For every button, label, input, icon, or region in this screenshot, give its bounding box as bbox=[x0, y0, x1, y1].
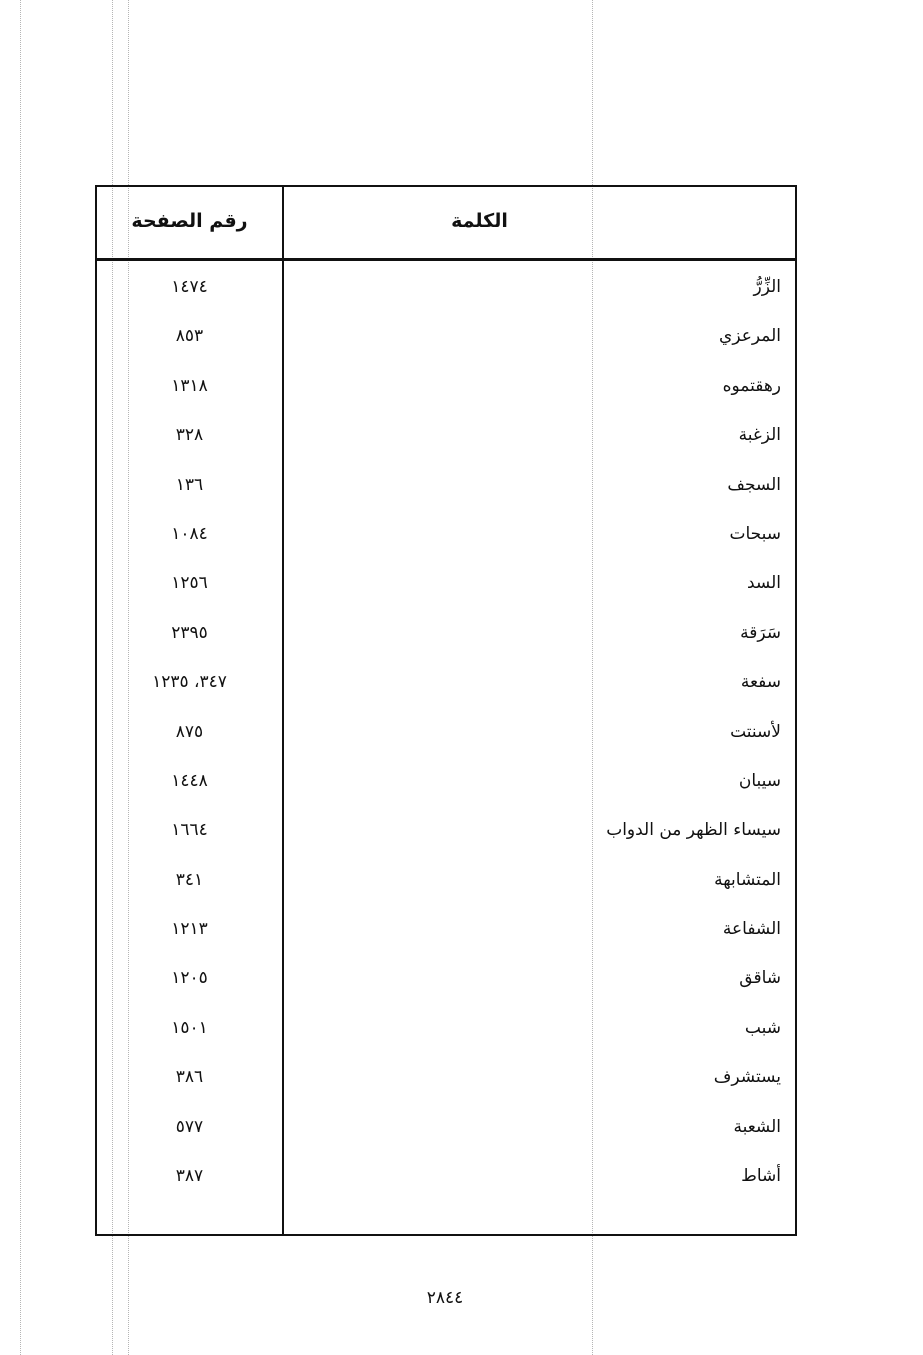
scan-artifact-line bbox=[20, 0, 21, 1355]
page-cell: ١٣١٨ bbox=[171, 375, 208, 396]
table-row: ٥٧٧ الشعبة bbox=[97, 1111, 795, 1160]
page-cell: ١٢٥٦ bbox=[171, 573, 208, 594]
page-cell: ٣٤٧، ١٢٣٥ bbox=[152, 672, 227, 693]
scan-artifact-line bbox=[112, 0, 113, 1355]
word-cell: المتشابهة bbox=[714, 869, 781, 890]
header-divider bbox=[97, 258, 795, 261]
word-cell: الشعبة bbox=[733, 1116, 781, 1137]
page-cell: ١٢١٣ bbox=[171, 919, 208, 940]
table-row: ٣٨٦ يستشرف bbox=[97, 1061, 795, 1110]
word-cell: سَرَقة bbox=[740, 622, 781, 643]
word-cell: سيبان bbox=[738, 770, 781, 791]
table-row: ١٢٠٥ شاقق bbox=[97, 962, 795, 1011]
page-cell: ١٢٠٥ bbox=[171, 968, 208, 989]
page-cell: ٨٧٥ bbox=[175, 721, 204, 742]
page-cell: ١٥٠١ bbox=[171, 1017, 208, 1038]
page-cell: ٢٣٩٥ bbox=[171, 622, 208, 643]
scan-artifact-line bbox=[592, 0, 593, 1355]
table-row: ١٣١٨ رهقتموه bbox=[97, 370, 795, 419]
table-row: ٣٤١ المتشابهة bbox=[97, 864, 795, 913]
table-row: ١٥٠١ شبب bbox=[97, 1012, 795, 1061]
word-cell: السجف bbox=[727, 474, 781, 495]
page-cell: ١٤٤٨ bbox=[171, 770, 208, 791]
table-row: ١٢١٣ الشفاعة bbox=[97, 913, 795, 962]
scan-artifact-line bbox=[128, 0, 129, 1355]
page-cell: ٣٢٨ bbox=[175, 425, 204, 446]
table-row: ٨٥٣ المرعزي bbox=[97, 320, 795, 369]
table-row: ١٦٦٤ سيساء الظهر من الدواب bbox=[97, 814, 795, 863]
page-cell: ٣٤١ bbox=[175, 869, 204, 890]
table-row: ١٠٨٤ سبحات bbox=[97, 518, 795, 567]
word-cell: سيساء الظهر من الدواب bbox=[606, 820, 781, 841]
word-cell: سفعة bbox=[740, 672, 781, 693]
table-row: ١٤٤٨ سيبان bbox=[97, 765, 795, 814]
table-row: ٣٢٨ الزغبة bbox=[97, 419, 795, 468]
word-cell: لأسنتت bbox=[730, 721, 781, 742]
page-cell: ١٣٦ bbox=[175, 474, 204, 495]
table-row: ٣٨٧ أشاط bbox=[97, 1160, 795, 1209]
table-row: ٣٤٧، ١٢٣٥ سفعة bbox=[97, 666, 795, 715]
page-number: ٢٨٤٤ bbox=[426, 1288, 464, 1308]
header-word: الكلمة bbox=[451, 210, 508, 232]
table-row: ١٢٥٦ السد bbox=[97, 567, 795, 616]
word-cell: شبب bbox=[744, 1017, 781, 1038]
page-cell: ٣٨٦ bbox=[175, 1067, 204, 1088]
page-cell: ١٦٦٤ bbox=[171, 820, 208, 841]
table-row: ٢٣٩٥ سَرَقة bbox=[97, 617, 795, 666]
word-cell: الشفاعة bbox=[722, 919, 781, 940]
word-cell: أشاط bbox=[741, 1166, 781, 1187]
word-cell: الزِّرُّ bbox=[753, 277, 782, 297]
word-cell: رهقتموه bbox=[722, 375, 781, 396]
table-row: ١٤٧٤ الزِّرُّ bbox=[97, 271, 795, 320]
word-cell: يستشرف bbox=[713, 1067, 781, 1088]
index-table: رقم الصفحة الكلمة ١٤٧٤ الزِّرُّ ٨٥٣ المرعزي… bbox=[95, 185, 797, 1236]
header-page-number: رقم الصفحة bbox=[131, 210, 248, 232]
word-cell: شاقق bbox=[739, 968, 781, 989]
page-cell: ٥٧٧ bbox=[175, 1116, 204, 1137]
word-cell: المرعزي bbox=[719, 326, 781, 347]
page-cell: ١٠٨٤ bbox=[171, 523, 208, 544]
page-cell: ٣٨٧ bbox=[175, 1166, 204, 1187]
table-row: ٨٧٥ لأسنتت bbox=[97, 716, 795, 765]
word-cell: الزغبة bbox=[738, 425, 781, 446]
page-cell: ٨٥٣ bbox=[175, 326, 204, 347]
page-cell: ١٤٧٤ bbox=[171, 277, 208, 297]
word-cell: سبحات bbox=[729, 523, 781, 544]
column-divider bbox=[282, 187, 284, 1234]
table-body: ١٤٧٤ الزِّرُّ ٨٥٣ المرعزي ١٣١٨ رهقتموه ٣٢٨ الزغ… bbox=[97, 271, 795, 1209]
table-row: ١٣٦ السجف bbox=[97, 469, 795, 518]
word-cell: السد bbox=[747, 573, 781, 594]
